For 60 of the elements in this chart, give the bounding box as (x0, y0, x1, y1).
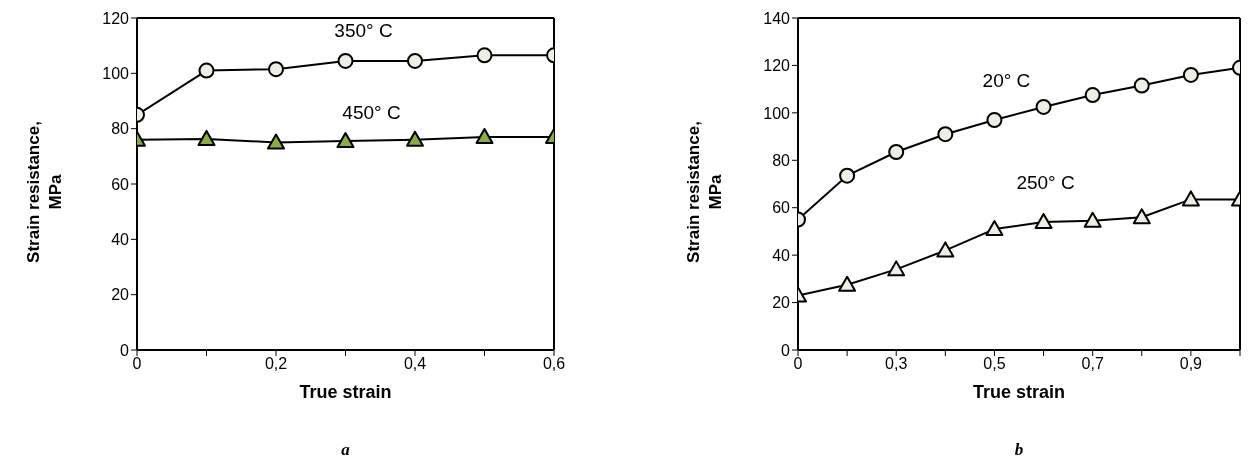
point (839, 167, 856, 184)
x-tick-label: 0 (793, 355, 803, 373)
y-tick-label: 80 (772, 151, 791, 169)
y-tick-label: 0 (120, 341, 130, 359)
x-axis-title: True strain (298, 382, 393, 403)
point (838, 275, 857, 292)
y-tick-label: 60 (772, 199, 791, 217)
series-label: 450° C (342, 102, 401, 124)
y-tick-label: 20 (772, 294, 791, 312)
y-tick-label: 0 (781, 341, 791, 359)
x-axis-title: True strain (972, 382, 1066, 403)
point (1133, 77, 1150, 94)
y-tick-label: 140 (763, 9, 791, 27)
point (936, 241, 955, 258)
point (1084, 87, 1101, 104)
point (476, 47, 493, 64)
point (1181, 190, 1200, 207)
y-tick-label: 120 (102, 9, 130, 27)
point (1182, 66, 1199, 83)
x-tick-label: 0 (132, 355, 142, 373)
text: a (340, 440, 351, 460)
point (197, 129, 216, 146)
y-tick-label: 40 (111, 231, 130, 249)
point (888, 143, 905, 160)
y-tick-label: 60 (111, 175, 130, 193)
point (1034, 212, 1053, 229)
point (986, 111, 1003, 128)
text: b (1013, 440, 1025, 460)
y-axis-title: Strain resistance, MPa (683, 120, 726, 265)
point (407, 52, 423, 69)
x-tick-label: 0,6 (542, 355, 566, 373)
y-tick-label: 20 (111, 286, 130, 304)
y-tick-label: 40 (772, 246, 791, 264)
x-tick-label: 0,5 (983, 355, 1006, 373)
y-tick-label: 100 (763, 104, 791, 122)
x-tick-label: 0,3 (885, 355, 908, 373)
y-axis-title: Strain resistance, MPa (23, 120, 66, 265)
point (887, 260, 906, 277)
point (985, 220, 1004, 237)
y-tick-label: 100 (102, 65, 130, 83)
point (198, 62, 215, 79)
point (1083, 211, 1102, 228)
x-tick-label: 0,2 (264, 355, 288, 373)
series-label: 350° C (334, 19, 393, 41)
x-tick-label: 0,7 (1081, 355, 1104, 373)
point (1132, 208, 1151, 225)
y-tick-label: 80 (111, 120, 130, 138)
point (268, 61, 284, 78)
point (937, 126, 954, 143)
point (267, 133, 285, 150)
series-label: 20° C (982, 69, 1031, 91)
point (1035, 98, 1052, 115)
point (336, 132, 355, 149)
x-tick-label: 0,4 (403, 355, 427, 373)
point (337, 52, 354, 69)
x-tick-label: 0,9 (1179, 355, 1203, 373)
point (406, 130, 424, 147)
y-tick-label: 120 (763, 57, 791, 75)
point (475, 127, 494, 144)
series-label: 250° C (1016, 171, 1075, 193)
